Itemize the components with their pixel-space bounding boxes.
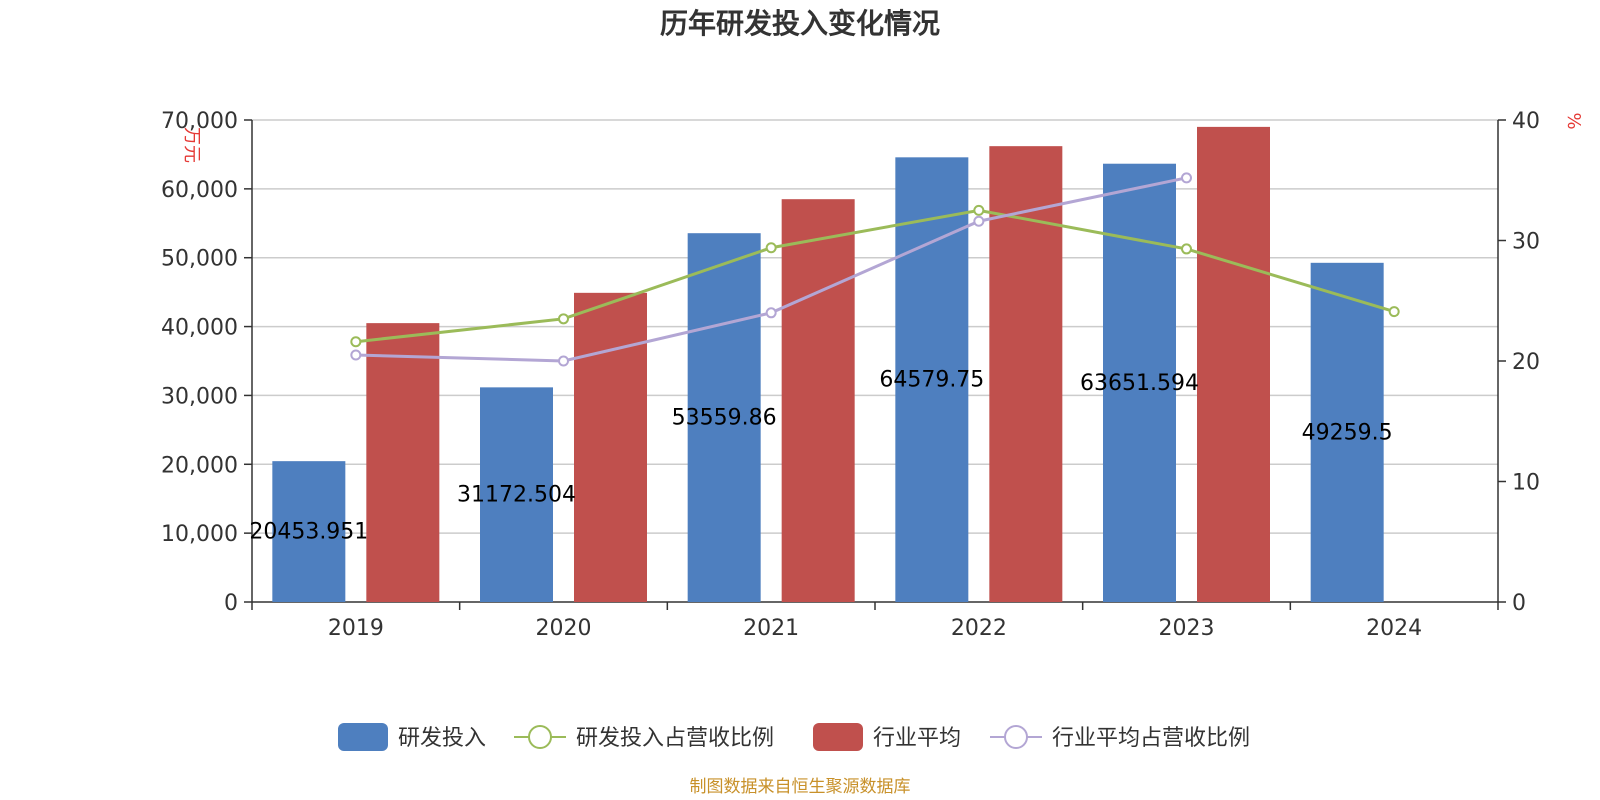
y-right-tick-label: 10 bbox=[1512, 471, 1540, 496]
grid-lines bbox=[252, 119, 1498, 534]
source-note: 制图数据来自恒生聚源数据库 bbox=[690, 777, 911, 797]
bars bbox=[272, 126, 1384, 603]
axes: 0 10,000 20,000 30,000 40,000 50,000 60,000 70,… bbox=[161, 109, 1584, 641]
y-right-tick-label: 20 bbox=[1512, 350, 1540, 375]
bar-行业平均 bbox=[366, 323, 440, 602]
bar-研发投入 bbox=[687, 233, 761, 603]
point-行业平均占营收比例 bbox=[350, 349, 362, 361]
data-label: 53559.86 bbox=[672, 406, 777, 431]
y-left-tick-label: 20,000 bbox=[161, 453, 238, 478]
data-label: 64579.75 bbox=[879, 368, 984, 393]
data-labels: 20453.951 31172.504 53559.86 64579.75 63651.… bbox=[249, 368, 1392, 545]
point-研发投入占营收比例 bbox=[558, 313, 569, 325]
data-label: 20453.951 bbox=[249, 520, 368, 545]
y-right-tick-label: 0 bbox=[1512, 591, 1526, 616]
legend-label: 行业平均占营收比例 bbox=[1052, 726, 1250, 751]
y-left-unit: 万元 bbox=[181, 127, 202, 163]
y-right-unit: % bbox=[1563, 112, 1584, 129]
y-left-tick-label: 30,000 bbox=[161, 384, 238, 409]
x-tick-label: 2019 bbox=[328, 616, 384, 641]
data-label: 63651.594 bbox=[1080, 371, 1199, 396]
y-right-tick-label: 30 bbox=[1512, 230, 1540, 255]
y-left-tick-label: 40,000 bbox=[161, 316, 238, 341]
y-right-tick-label: 40 bbox=[1512, 109, 1540, 134]
legend-swatch-marker-研发投入占营收比例 bbox=[528, 725, 552, 749]
point-研发投入占营收比例 bbox=[973, 204, 985, 216]
legend-swatch-行业平均 bbox=[813, 723, 863, 751]
legend: 研发投入 研发投入占营收比例 行业平均 行业平均占营收比例 bbox=[338, 723, 1250, 751]
bar-研发投入 bbox=[1310, 262, 1384, 602]
legend-swatch-marker-行业平均占营收比例 bbox=[1004, 725, 1028, 749]
point-行业平均占营收比例 bbox=[973, 215, 985, 227]
y-left-tick-label: 10,000 bbox=[161, 522, 238, 547]
point-研发投入占营收比例 bbox=[350, 336, 362, 348]
x-tick-label: 2022 bbox=[951, 616, 1007, 641]
legend-label: 研发投入占营收比例 bbox=[576, 726, 774, 751]
bar-行业平均 bbox=[781, 199, 855, 602]
x-tick-label: 2024 bbox=[1366, 616, 1422, 641]
point-行业平均占营收比例 bbox=[765, 307, 777, 319]
point-行业平均占营收比例 bbox=[558, 355, 569, 367]
data-label: 49259.5 bbox=[1302, 420, 1393, 445]
bar-行业平均 bbox=[1197, 126, 1270, 602]
y-left-tick-label: 0 bbox=[224, 591, 238, 616]
bar-行业平均 bbox=[574, 292, 647, 602]
point-研发投入占营收比例 bbox=[1181, 243, 1192, 255]
data-label: 31172.504 bbox=[457, 483, 576, 508]
bar-研发投入 bbox=[480, 387, 553, 602]
x-tick-label: 2020 bbox=[536, 616, 592, 641]
point-研发投入占营收比例 bbox=[765, 242, 777, 254]
point-行业平均占营收比例 bbox=[1181, 172, 1192, 184]
chart-title: 历年研发投入变化情况 bbox=[660, 7, 940, 40]
legend-label: 行业平均 bbox=[873, 726, 961, 751]
y-left-tick-label: 60,000 bbox=[161, 178, 238, 203]
y-left-tick-label: 50,000 bbox=[161, 247, 238, 272]
lines bbox=[350, 172, 1400, 367]
legend-swatch-研发投入 bbox=[338, 723, 388, 751]
x-tick-label: 2023 bbox=[1159, 616, 1215, 641]
bar-研发投入 bbox=[272, 461, 346, 602]
point-研发投入占营收比例 bbox=[1388, 306, 1400, 318]
legend-label: 研发投入 bbox=[398, 726, 486, 751]
line-研发投入占营收比例 bbox=[355, 208, 1395, 344]
y-left-tick-label: 70,000 bbox=[161, 109, 238, 134]
x-tick-label: 2021 bbox=[743, 616, 799, 641]
